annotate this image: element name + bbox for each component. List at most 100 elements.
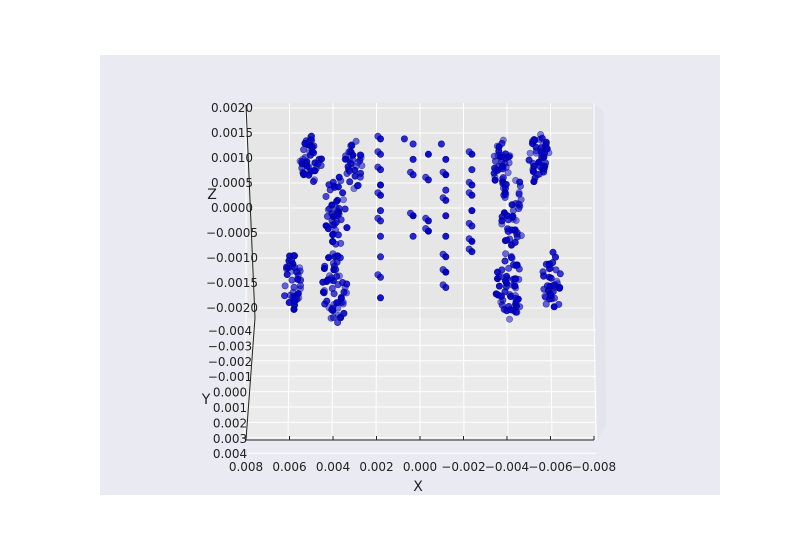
data-point xyxy=(331,226,339,234)
z-tick-label: −0.0005 xyxy=(206,226,258,240)
data-point xyxy=(334,281,342,289)
data-point xyxy=(354,181,362,189)
data-point xyxy=(334,304,342,312)
data-point xyxy=(374,148,382,156)
data-point xyxy=(303,162,311,170)
data-point xyxy=(468,207,476,215)
y-tick-label: 0.003 xyxy=(213,432,247,446)
data-point xyxy=(547,274,555,282)
data-point xyxy=(356,151,364,159)
data-point xyxy=(498,139,506,147)
data-point xyxy=(376,253,384,261)
data-point xyxy=(465,219,473,227)
data-point xyxy=(409,232,417,240)
z-tick-label: 0.0005 xyxy=(211,176,253,190)
y-tick-label: −0.003 xyxy=(208,339,252,353)
data-point xyxy=(300,146,308,154)
data-point xyxy=(331,219,339,227)
z-tick-label: −0.0015 xyxy=(206,276,258,290)
data-point xyxy=(345,167,353,175)
data-point xyxy=(289,288,297,296)
data-point xyxy=(335,272,343,280)
data-point xyxy=(546,260,554,268)
data-point xyxy=(442,155,450,163)
z-tick-label: 0.0010 xyxy=(211,151,253,165)
data-point xyxy=(556,270,564,278)
z-tick-label: 0.0015 xyxy=(211,126,253,140)
data-point xyxy=(505,153,513,161)
data-point xyxy=(512,262,520,270)
data-point xyxy=(310,149,318,157)
x-floor-grid-line xyxy=(550,317,553,441)
data-point xyxy=(502,163,510,171)
data-point xyxy=(540,168,548,176)
data-point xyxy=(345,148,353,156)
data-point xyxy=(324,225,332,233)
data-point xyxy=(324,206,332,214)
data-point xyxy=(329,250,337,258)
data-point xyxy=(498,217,506,225)
data-point xyxy=(337,239,345,247)
data-point xyxy=(329,238,337,246)
data-point xyxy=(376,232,384,240)
data-point xyxy=(331,184,339,192)
y-tick-label: −0.004 xyxy=(208,324,252,338)
data-point xyxy=(532,147,540,155)
right-pane xyxy=(592,103,606,440)
data-point xyxy=(491,157,499,165)
data-point xyxy=(424,150,432,158)
data-point xyxy=(374,132,382,140)
data-point xyxy=(308,143,316,151)
data-point xyxy=(339,196,347,204)
data-point xyxy=(328,201,336,209)
data-point xyxy=(509,212,517,220)
data-point xyxy=(376,181,384,189)
data-point xyxy=(516,303,524,311)
data-point xyxy=(501,257,509,265)
data-point xyxy=(515,205,523,213)
data-point xyxy=(515,190,523,198)
x-tick-label: 0.004 xyxy=(316,460,350,474)
data-point xyxy=(320,287,328,295)
data-point xyxy=(309,178,317,186)
data-point xyxy=(319,278,327,286)
data-point xyxy=(374,271,382,279)
data-point xyxy=(288,276,296,284)
data-point xyxy=(336,254,344,262)
data-point xyxy=(530,178,538,186)
data-point xyxy=(346,159,354,167)
data-point xyxy=(493,290,501,298)
data-point xyxy=(512,275,520,283)
x-tick-label: 0.008 xyxy=(229,460,263,474)
y-tick-label: 0.004 xyxy=(213,447,247,461)
data-point xyxy=(508,254,516,262)
data-point xyxy=(290,305,298,313)
data-point xyxy=(494,151,502,159)
data-point xyxy=(374,214,382,222)
data-point xyxy=(513,308,521,316)
data-point xyxy=(342,155,350,163)
x-tick-label: −0.006 xyxy=(528,460,572,474)
floor-pane xyxy=(246,318,598,440)
data-point xyxy=(465,178,473,186)
data-point xyxy=(283,270,291,278)
data-point xyxy=(468,166,476,174)
data-point xyxy=(537,131,545,139)
x-tick-label: 0.002 xyxy=(359,460,393,474)
data-point xyxy=(439,266,447,274)
x-floor-grid-line xyxy=(331,317,334,441)
data-point xyxy=(515,189,523,197)
data-point xyxy=(352,137,360,145)
data-point xyxy=(301,153,309,161)
x-tick-label: −0.008 xyxy=(572,460,616,474)
x-floor-grid-line xyxy=(593,317,597,441)
data-point xyxy=(400,135,408,143)
y-axis-label: Y xyxy=(201,392,211,408)
x-floor-grid-line xyxy=(506,317,509,441)
data-point xyxy=(542,300,550,308)
data-point xyxy=(340,309,348,317)
data-point xyxy=(357,154,365,162)
data-point xyxy=(343,280,351,288)
data-point xyxy=(536,163,544,171)
data-point xyxy=(409,140,417,148)
